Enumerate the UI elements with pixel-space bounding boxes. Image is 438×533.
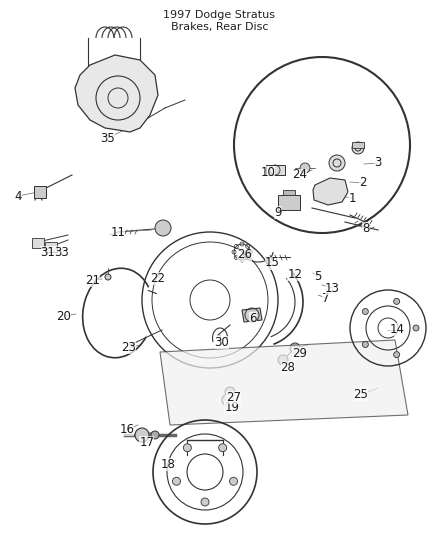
Polygon shape <box>45 242 57 252</box>
Circle shape <box>218 444 226 452</box>
Polygon shape <box>241 308 261 322</box>
Text: 10: 10 <box>260 166 275 179</box>
Text: 31: 31 <box>40 246 55 259</box>
Circle shape <box>361 309 367 314</box>
Circle shape <box>222 394 233 406</box>
Text: 28: 28 <box>280 361 295 375</box>
Circle shape <box>361 342 367 348</box>
Polygon shape <box>312 178 347 205</box>
Polygon shape <box>265 165 284 175</box>
Text: 16: 16 <box>119 424 134 437</box>
Text: 8: 8 <box>361 222 369 235</box>
Text: 11: 11 <box>110 225 125 238</box>
Text: 25: 25 <box>353 389 367 401</box>
Circle shape <box>393 298 399 304</box>
Polygon shape <box>277 195 299 210</box>
Text: 20: 20 <box>57 310 71 322</box>
Text: 15: 15 <box>264 256 279 270</box>
Text: 29: 29 <box>292 348 307 360</box>
Text: 1: 1 <box>347 191 355 205</box>
Circle shape <box>328 155 344 171</box>
Text: 33: 33 <box>54 246 69 259</box>
Text: 22: 22 <box>150 271 165 285</box>
Circle shape <box>393 352 399 358</box>
Text: 35: 35 <box>100 132 115 144</box>
Polygon shape <box>32 238 44 248</box>
Circle shape <box>229 477 237 485</box>
Polygon shape <box>283 190 294 195</box>
Text: Brakes, Rear Disc: Brakes, Rear Disc <box>170 22 268 32</box>
Text: 13: 13 <box>324 281 339 295</box>
Text: 17: 17 <box>139 437 154 449</box>
Circle shape <box>155 220 171 236</box>
Text: 3: 3 <box>374 157 381 169</box>
Circle shape <box>290 343 299 353</box>
Polygon shape <box>34 186 46 198</box>
Circle shape <box>412 325 418 331</box>
Circle shape <box>299 163 309 173</box>
Circle shape <box>183 444 191 452</box>
Text: 4: 4 <box>14 190 22 203</box>
Text: 18: 18 <box>160 458 175 472</box>
Circle shape <box>225 387 234 397</box>
Polygon shape <box>75 55 158 132</box>
Text: 9: 9 <box>274 206 281 219</box>
Circle shape <box>351 142 363 154</box>
Text: 26: 26 <box>237 248 252 262</box>
Text: 12: 12 <box>287 268 302 280</box>
Text: 19: 19 <box>224 401 239 415</box>
Polygon shape <box>159 340 407 425</box>
Circle shape <box>277 355 287 365</box>
Text: 21: 21 <box>85 273 100 287</box>
Text: 1997 Dodge Stratus: 1997 Dodge Stratus <box>163 10 275 20</box>
Circle shape <box>201 498 208 506</box>
Text: 23: 23 <box>121 342 136 354</box>
Text: 30: 30 <box>214 336 229 350</box>
Text: 14: 14 <box>389 324 403 336</box>
Text: 27: 27 <box>226 392 241 405</box>
Text: 5: 5 <box>314 271 321 284</box>
Text: 6: 6 <box>249 311 256 325</box>
Text: 24: 24 <box>292 168 307 182</box>
Circle shape <box>135 428 148 442</box>
Circle shape <box>172 477 180 485</box>
Polygon shape <box>351 142 363 148</box>
Circle shape <box>105 274 111 280</box>
Circle shape <box>151 431 159 439</box>
Text: 7: 7 <box>321 292 329 304</box>
Text: 2: 2 <box>358 176 366 190</box>
